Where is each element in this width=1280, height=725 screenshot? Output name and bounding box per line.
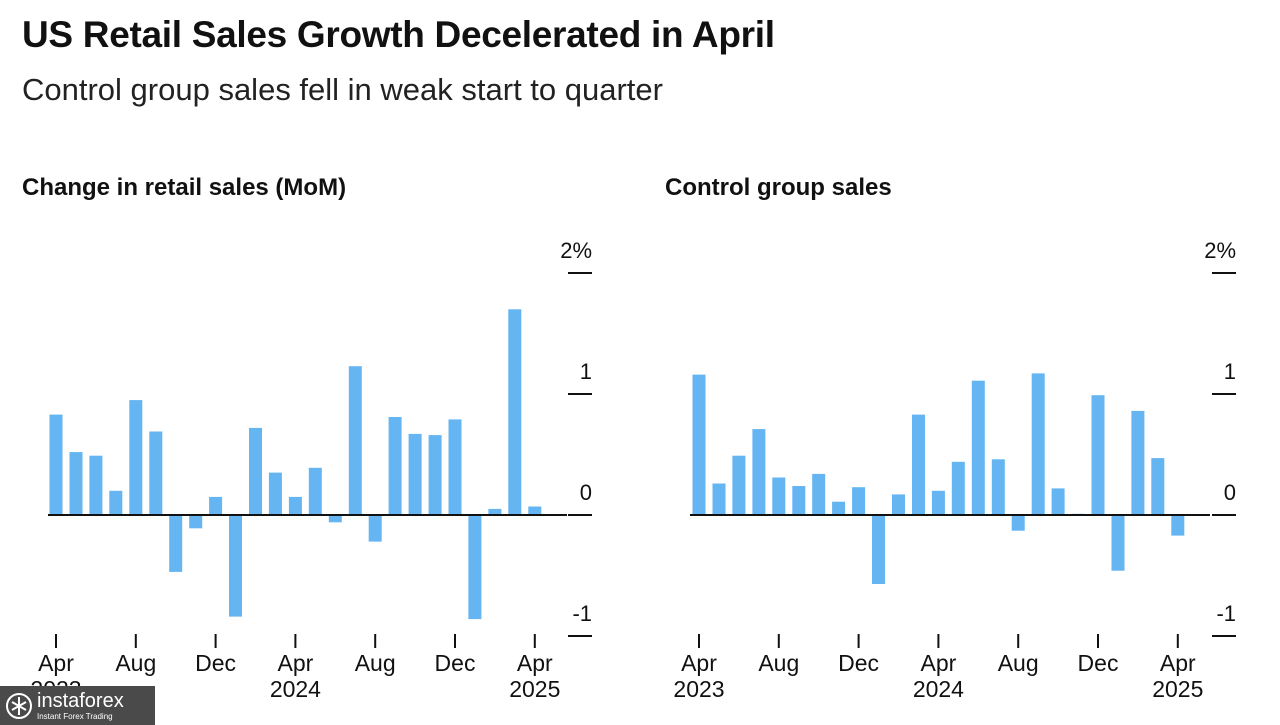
x-tick-label-month: Apr xyxy=(921,650,957,676)
x-tick-label-month: Apr xyxy=(681,650,717,676)
bar-feb-2024 xyxy=(249,427,262,515)
x-tick-label-month: Dec xyxy=(195,650,236,676)
chart-subtitle: Control group sales fell in weak start t… xyxy=(22,72,663,107)
y-tick-label: -1 xyxy=(572,601,592,626)
bar-may-2023 xyxy=(69,452,83,515)
bar-jul-2024 xyxy=(991,459,1005,515)
bar-aug-2024 xyxy=(1011,515,1025,531)
x-tick-label-month: Aug xyxy=(355,650,396,676)
bar-dec-2024 xyxy=(1091,395,1105,515)
x-tick-label-month: Dec xyxy=(435,650,476,676)
bar-sep-2024 xyxy=(1031,373,1045,515)
bar-jun-2024 xyxy=(971,380,985,515)
bar-apr-2024 xyxy=(288,496,302,515)
chart-title: US Retail Sales Growth Decelerated in Ap… xyxy=(22,14,775,55)
x-tick-label-year: 2023 xyxy=(673,676,724,702)
bar-feb-2024 xyxy=(892,494,905,515)
bar-apr-2024 xyxy=(931,490,945,515)
x-tick-label-month: Apr xyxy=(278,650,314,676)
bar-jul-2023 xyxy=(752,429,766,515)
panel-title-retail-sales: Change in retail sales (MoM) xyxy=(22,174,347,201)
instaforex-logo-icon xyxy=(6,692,32,719)
y-tick-label: 2% xyxy=(560,238,592,263)
bar-jun-2024 xyxy=(328,515,342,523)
bar-may-2024 xyxy=(308,467,322,515)
y-tick-label: 0 xyxy=(580,480,592,505)
y-tick-label: 2% xyxy=(1204,238,1236,263)
bar-feb-2025 xyxy=(488,508,502,515)
watermark-name: instaforex xyxy=(37,689,124,712)
bar-aug-2023 xyxy=(772,477,786,515)
bar-nov-2024 xyxy=(428,435,442,515)
bar-apr-2025 xyxy=(1171,515,1185,536)
bar-may-2024 xyxy=(951,461,965,515)
x-tick-label-month: Apr xyxy=(38,650,74,676)
bar-feb-2025 xyxy=(1131,410,1145,515)
bar-jun-2023 xyxy=(732,455,746,515)
bar-apr-2023 xyxy=(692,374,706,515)
bar-jan-2025 xyxy=(468,515,482,620)
bar-oct-2023 xyxy=(169,515,183,572)
bar-mar-2024 xyxy=(912,414,925,515)
bar-dec-2023 xyxy=(852,487,866,515)
x-tick-label-year: 2024 xyxy=(270,676,321,702)
bar-apr-2025 xyxy=(528,506,542,515)
x-tick-label-year: 2025 xyxy=(509,676,560,702)
y-tick-label: -1 xyxy=(1216,601,1236,626)
bar-oct-2024 xyxy=(408,433,422,515)
bar-dec-2024 xyxy=(448,419,462,515)
bar-jan-2024 xyxy=(229,515,242,617)
bar-mar-2025 xyxy=(508,309,522,515)
bar-aug-2024 xyxy=(368,515,382,542)
bar-jul-2024 xyxy=(348,366,362,515)
x-tick-label-month: Aug xyxy=(115,650,156,676)
watermark-tagline: Instant Forex Trading xyxy=(37,711,113,721)
x-tick-label-month: Aug xyxy=(998,650,1039,676)
y-tick-label: 0 xyxy=(1224,480,1236,505)
bar-apr-2023 xyxy=(49,414,63,515)
bar-dec-2023 xyxy=(209,496,223,515)
bar-aug-2023 xyxy=(129,400,143,515)
x-tick-label-month: Apr xyxy=(1160,650,1196,676)
bar-oct-2023 xyxy=(812,473,826,515)
bar-sep-2024 xyxy=(388,417,402,515)
panel-title-control-group: Control group sales xyxy=(665,174,892,201)
x-tick-label-year: 2024 xyxy=(913,676,964,702)
x-tick-label-month: Apr xyxy=(517,650,553,676)
x-tick-label-year: 2025 xyxy=(1152,676,1203,702)
bar-sep-2023 xyxy=(792,486,806,515)
bar-sep-2023 xyxy=(149,431,163,515)
y-tick-label: 1 xyxy=(1224,359,1236,384)
bar-nov-2023 xyxy=(832,501,846,515)
x-tick-label-month: Dec xyxy=(838,650,879,676)
bar-jul-2023 xyxy=(109,490,123,515)
instaforex-watermark: instaforex Instant Forex Trading xyxy=(0,686,155,725)
bar-jan-2025 xyxy=(1111,515,1125,571)
bar-nov-2023 xyxy=(189,515,203,529)
bar-jun-2023 xyxy=(89,455,103,515)
x-tick-label-month: Aug xyxy=(758,650,799,676)
x-tick-label-month: Dec xyxy=(1078,650,1119,676)
bar-mar-2024 xyxy=(268,472,282,515)
bar-may-2023 xyxy=(712,483,726,515)
bar-mar-2025 xyxy=(1151,458,1165,515)
y-tick-label: 1 xyxy=(580,359,592,384)
bar-jan-2024 xyxy=(872,515,885,584)
bar-oct-2024 xyxy=(1051,488,1065,515)
